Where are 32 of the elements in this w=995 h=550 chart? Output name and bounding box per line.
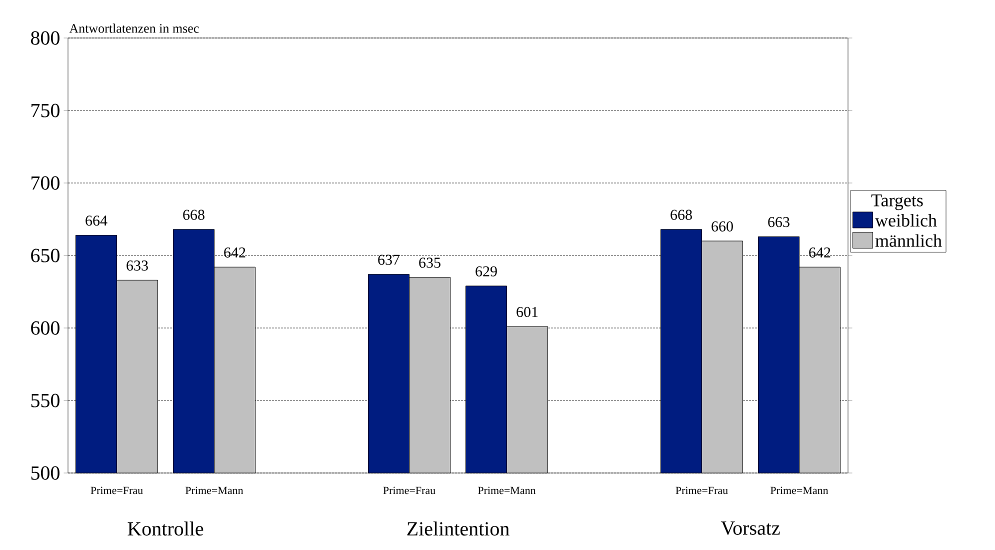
data-label: 629	[476, 266, 497, 276]
y-tick-label: 650	[31, 248, 60, 262]
x-tick-label: Prime=Frau	[383, 486, 436, 494]
x-tick-label: Prime=Mann	[770, 486, 828, 494]
data-label: 668	[670, 210, 692, 220]
data-label: 668	[183, 210, 204, 220]
data-label: 601	[516, 306, 538, 318]
legend-label: weiblich	[875, 214, 937, 227]
x-tick-label: Prime=Frau	[90, 486, 143, 494]
legend-label: männlich	[875, 234, 942, 247]
data-label: 660	[712, 221, 733, 232]
text: Vorsatz	[720, 522, 780, 535]
data-label: 633	[126, 260, 148, 271]
text: Kontrolle	[128, 522, 204, 536]
data-label: 663	[768, 217, 790, 228]
data-label: 664	[86, 216, 108, 226]
data-label: 642	[224, 247, 246, 258]
text: Zielintention	[407, 522, 510, 536]
data-label: 642	[809, 247, 830, 258]
y-tick-label: 800	[30, 31, 60, 45]
y-tick-label: 550	[31, 394, 60, 408]
y-tick-label: 750	[32, 104, 60, 118]
x-tick-label: Prime=Mann	[478, 486, 536, 494]
y-tick-label: 500	[31, 466, 60, 480]
y-tick-label: 600	[31, 321, 60, 335]
data-label: 635	[419, 258, 440, 268]
x-tick-label: Prime=Mann	[185, 486, 244, 494]
y-tick-label: 700	[32, 176, 60, 190]
legend-title: Targets	[871, 194, 923, 210]
data-label: 637	[378, 254, 400, 265]
y-axis-title: Antwortlatenzen in msec	[69, 24, 199, 33]
x-tick-label: Prime=Frau	[676, 486, 728, 494]
